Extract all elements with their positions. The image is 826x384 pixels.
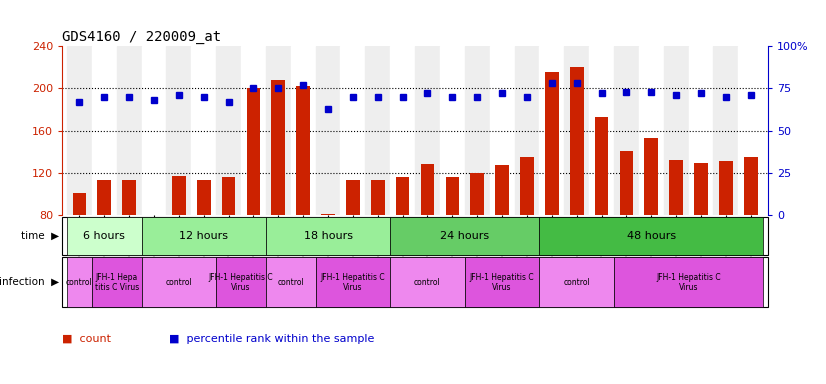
Bar bbox=[694, 163, 708, 215]
Bar bbox=[515, 46, 539, 215]
Bar bbox=[614, 46, 638, 215]
Bar bbox=[490, 46, 515, 215]
Bar bbox=[67, 217, 141, 255]
Bar bbox=[545, 73, 558, 215]
Bar bbox=[316, 257, 390, 307]
Bar bbox=[445, 177, 459, 215]
Text: 12 hours: 12 hours bbox=[179, 231, 228, 241]
Bar bbox=[92, 257, 141, 307]
Text: control: control bbox=[66, 278, 93, 287]
Bar bbox=[570, 67, 583, 215]
Bar bbox=[97, 180, 111, 215]
Text: control: control bbox=[278, 278, 304, 287]
Bar bbox=[465, 46, 490, 215]
Bar bbox=[496, 166, 509, 215]
Bar bbox=[316, 46, 340, 215]
Text: ■  percentile rank within the sample: ■ percentile rank within the sample bbox=[169, 334, 375, 344]
Bar bbox=[595, 117, 609, 215]
Bar bbox=[247, 88, 260, 215]
Bar bbox=[272, 80, 285, 215]
Bar bbox=[719, 161, 733, 215]
Bar bbox=[340, 46, 365, 215]
Bar bbox=[346, 180, 360, 215]
Text: JFH-1 Hepatitis C
Virus: JFH-1 Hepatitis C Virus bbox=[470, 273, 534, 292]
Bar bbox=[365, 46, 390, 215]
Bar bbox=[390, 46, 415, 215]
Bar bbox=[669, 160, 683, 215]
Bar bbox=[172, 176, 186, 215]
Bar bbox=[166, 46, 192, 215]
Bar bbox=[738, 46, 763, 215]
Text: GDS4160 / 220009_at: GDS4160 / 220009_at bbox=[62, 30, 221, 44]
Bar bbox=[539, 46, 564, 215]
Bar bbox=[420, 164, 434, 215]
Bar bbox=[67, 257, 92, 307]
Bar bbox=[266, 257, 316, 307]
Bar bbox=[689, 46, 714, 215]
Bar bbox=[197, 180, 211, 215]
Bar bbox=[470, 173, 484, 215]
Bar bbox=[141, 46, 166, 215]
Text: 18 hours: 18 hours bbox=[303, 231, 353, 241]
Text: time  ▶: time ▶ bbox=[21, 231, 59, 241]
Bar bbox=[589, 46, 614, 215]
Bar bbox=[465, 257, 539, 307]
Text: JFH-1 Hepatitis C
Virus: JFH-1 Hepatitis C Virus bbox=[320, 273, 385, 292]
Bar bbox=[291, 46, 316, 215]
Bar bbox=[614, 257, 763, 307]
Bar bbox=[73, 193, 86, 215]
Bar bbox=[539, 257, 614, 307]
Bar bbox=[92, 46, 116, 215]
Bar bbox=[216, 46, 241, 215]
Bar bbox=[644, 138, 658, 215]
Bar bbox=[714, 46, 738, 215]
Text: JFH-1 Hepatitis C
Virus: JFH-1 Hepatitis C Virus bbox=[657, 273, 721, 292]
Bar bbox=[415, 46, 440, 215]
Bar bbox=[564, 46, 589, 215]
Bar bbox=[390, 257, 465, 307]
Bar bbox=[241, 46, 266, 215]
Bar bbox=[266, 217, 390, 255]
Bar bbox=[638, 46, 664, 215]
Text: 48 hours: 48 hours bbox=[627, 231, 676, 241]
Bar bbox=[744, 157, 757, 215]
Bar bbox=[221, 177, 235, 215]
Text: control: control bbox=[563, 278, 590, 287]
Text: 24 hours: 24 hours bbox=[440, 231, 489, 241]
Bar bbox=[664, 46, 689, 215]
Bar bbox=[67, 46, 92, 215]
Bar bbox=[266, 46, 291, 215]
Bar bbox=[440, 46, 465, 215]
Bar bbox=[321, 214, 335, 215]
Bar bbox=[396, 177, 410, 215]
Bar bbox=[192, 46, 216, 215]
Bar bbox=[141, 257, 216, 307]
Text: infection  ▶: infection ▶ bbox=[0, 277, 59, 287]
Text: JFH-1 Hepatitis C
Virus: JFH-1 Hepatitis C Virus bbox=[209, 273, 273, 292]
Bar bbox=[620, 151, 634, 215]
Text: 6 hours: 6 hours bbox=[83, 231, 126, 241]
Bar bbox=[390, 217, 539, 255]
Bar bbox=[141, 217, 266, 255]
Text: ■  count: ■ count bbox=[62, 334, 111, 344]
Bar bbox=[539, 217, 763, 255]
Text: control: control bbox=[414, 278, 441, 287]
Bar bbox=[116, 46, 141, 215]
Bar bbox=[297, 86, 310, 215]
Text: control: control bbox=[165, 278, 192, 287]
Bar bbox=[122, 180, 136, 215]
Bar bbox=[371, 180, 385, 215]
Bar bbox=[520, 157, 534, 215]
Text: JFH-1 Hepa
titis C Virus: JFH-1 Hepa titis C Virus bbox=[94, 273, 139, 292]
Bar bbox=[216, 257, 266, 307]
